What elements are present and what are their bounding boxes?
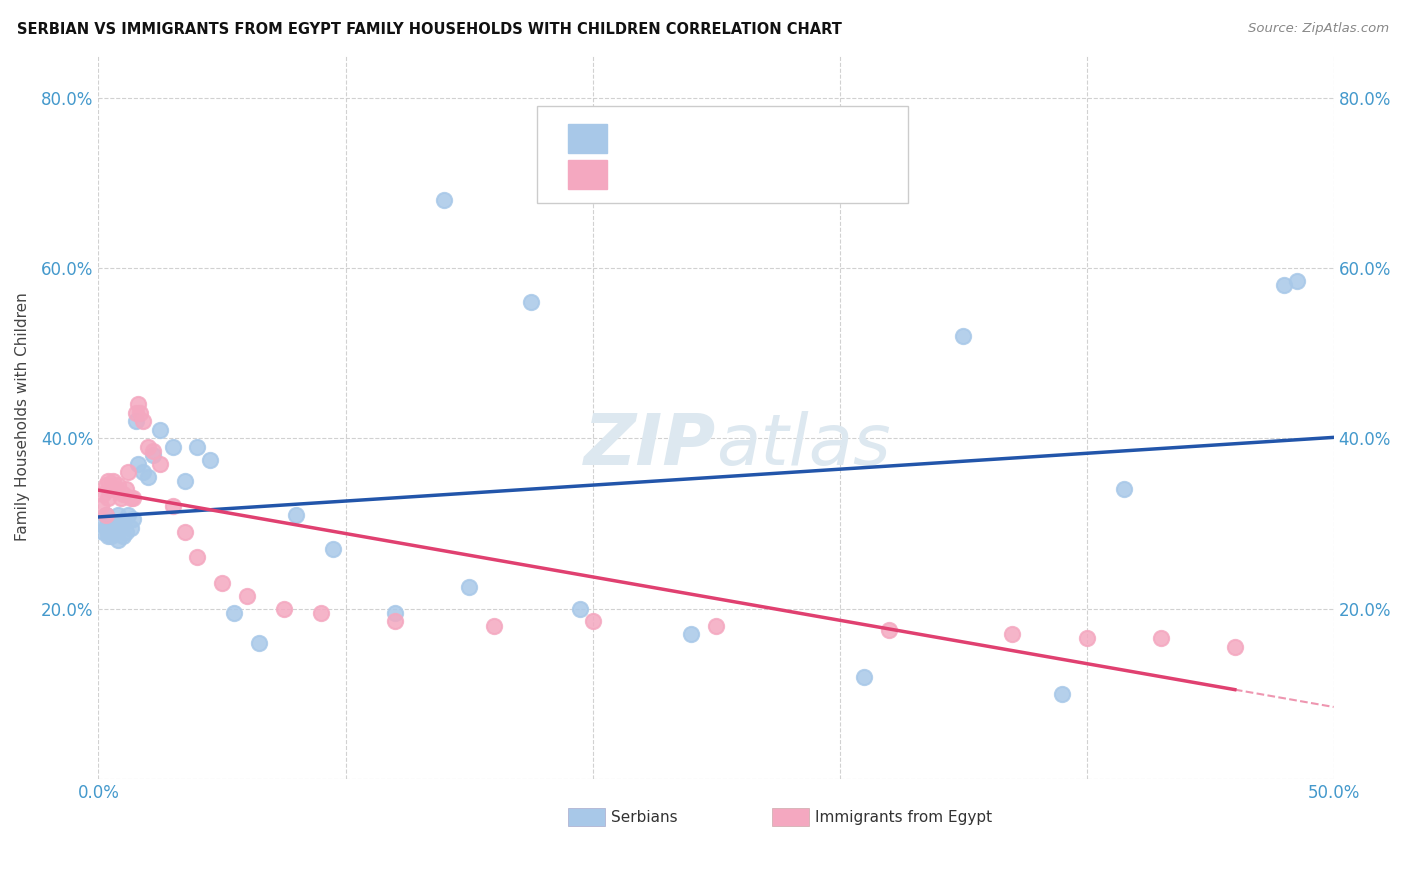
Point [136,440,159,454]
Point [198,452,221,467]
Point [581,615,603,629]
Point [1001,627,1024,641]
Point [104,521,127,535]
Point [1272,278,1295,293]
Point [1076,632,1098,646]
Point [120,521,142,535]
Point [110,521,132,535]
Point [110,491,132,505]
Bar [568,808,605,826]
Point [273,601,295,615]
Point [132,466,155,480]
Point [186,550,208,565]
Point [114,524,136,539]
Point [127,457,149,471]
Point [458,580,481,594]
Point [107,478,129,492]
Point [124,414,146,428]
Point [136,469,159,483]
Point [100,483,122,497]
Point [952,329,974,343]
Point [93,524,115,539]
Point [174,524,197,539]
Point [211,576,233,591]
Point [97,474,120,488]
Point [1285,274,1308,288]
Text: Serbians: Serbians [612,810,678,825]
Text: R = -0.498   N = 39: R = -0.498 N = 39 [626,164,815,182]
Point [1223,640,1246,654]
Point [129,406,152,420]
Point [124,406,146,420]
Point [247,635,270,649]
Point [186,440,208,454]
Point [90,516,112,531]
Point [162,500,184,514]
Point [309,606,332,620]
Point [853,670,876,684]
Point [104,483,127,497]
Point [482,618,505,632]
FancyBboxPatch shape [568,124,607,153]
Point [877,623,900,637]
Point [94,478,117,492]
Point [1050,687,1073,701]
Text: atlas: atlas [716,411,890,481]
Point [107,533,129,548]
Point [704,618,727,632]
Point [114,483,136,497]
Point [117,508,139,522]
Point [100,521,122,535]
Bar [772,808,808,826]
Point [112,516,135,531]
Text: ZIP: ZIP [583,411,716,481]
Point [94,521,117,535]
Point [120,491,142,505]
Text: SERBIAN VS IMMIGRANTS FROM EGYPT FAMILY HOUSEHOLDS WITH CHILDREN CORRELATION CHA: SERBIAN VS IMMIGRANTS FROM EGYPT FAMILY … [17,22,842,37]
Point [127,397,149,411]
FancyBboxPatch shape [537,106,907,203]
Point [94,508,117,522]
Point [94,508,117,522]
Point [107,508,129,522]
Point [97,516,120,531]
Point [433,193,456,207]
Point [174,474,197,488]
Text: Immigrants from Egypt: Immigrants from Egypt [815,810,993,825]
Point [142,444,165,458]
Point [122,491,145,505]
Point [100,529,122,543]
Point [97,529,120,543]
Y-axis label: Family Households with Children: Family Households with Children [15,293,30,541]
Point [149,457,172,471]
Point [97,491,120,505]
Point [90,500,112,514]
Point [112,529,135,543]
Text: R =  0.290   N = 46: R = 0.290 N = 46 [626,128,815,146]
Point [285,508,308,522]
Point [1112,483,1135,497]
Point [142,448,165,462]
Point [1150,632,1173,646]
Point [132,414,155,428]
Point [224,606,246,620]
Point [384,606,406,620]
Point [103,524,125,539]
Point [149,423,172,437]
Point [162,440,184,454]
Point [112,486,135,500]
Point [569,601,592,615]
Point [117,466,139,480]
Point [520,295,543,310]
Point [322,541,344,556]
Text: Source: ZipAtlas.com: Source: ZipAtlas.com [1249,22,1389,36]
Point [235,589,257,603]
Point [93,486,115,500]
Point [681,627,703,641]
Point [384,615,406,629]
Point [103,474,125,488]
Point [122,512,145,526]
FancyBboxPatch shape [568,160,607,189]
Point [103,516,125,531]
